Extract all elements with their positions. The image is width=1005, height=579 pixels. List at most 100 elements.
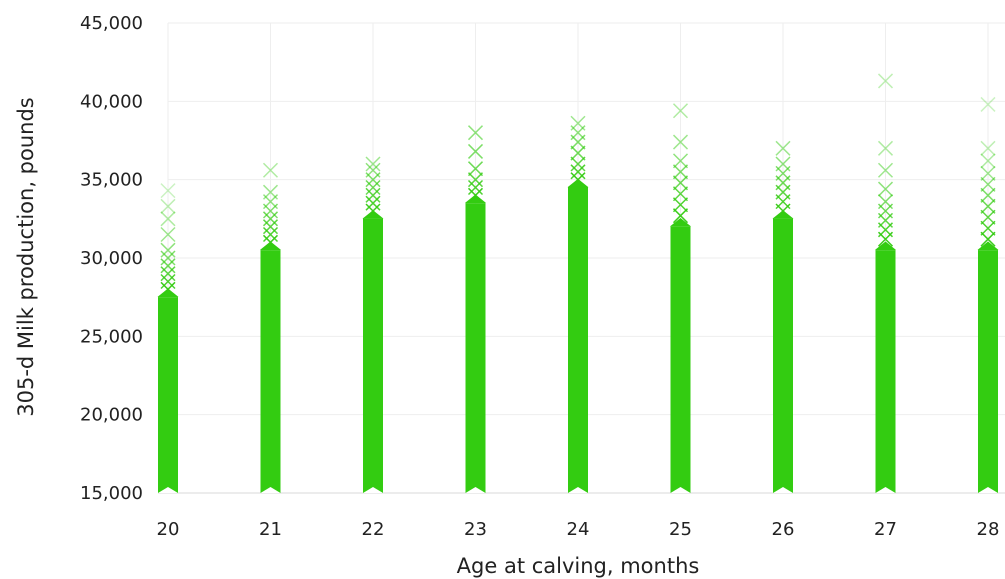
data-point — [877, 140, 894, 156]
data-point — [467, 161, 484, 177]
data-point — [775, 140, 791, 156]
data-point — [672, 186, 689, 202]
data-band — [568, 187, 588, 493]
data-point — [467, 179, 484, 196]
data-band-cap — [875, 241, 896, 251]
data-point — [877, 181, 894, 197]
x-tick-label: 22 — [362, 519, 385, 540]
data-point — [672, 103, 689, 119]
data-point — [570, 172, 586, 188]
x-tick-label: 20 — [157, 519, 180, 540]
x-tick-label: 23 — [464, 519, 487, 540]
data-point — [262, 234, 279, 250]
data-point — [160, 273, 176, 290]
data-point — [160, 198, 176, 214]
data-point — [877, 162, 894, 178]
x-tick-label: 27 — [874, 519, 897, 540]
y-axis-ticks: 15,000 20,000 25,000 30,000 35,000 40,000 45,0… — [80, 13, 143, 504]
data-point — [570, 115, 586, 131]
data-band-cap — [670, 218, 691, 228]
data-point — [262, 211, 279, 227]
data-point — [672, 175, 689, 191]
data-point — [672, 197, 689, 213]
data-band-notch — [465, 487, 486, 493]
data-point — [672, 208, 689, 224]
data-band-notch — [568, 487, 588, 493]
data-band — [670, 226, 691, 493]
data-band-notch — [978, 487, 998, 493]
data-point — [160, 258, 176, 274]
y-tick-label: 20,000 — [80, 405, 143, 426]
x-tick-label: 26 — [772, 519, 795, 540]
data-point — [160, 250, 176, 266]
data-point — [160, 266, 176, 282]
data-band — [875, 250, 896, 493]
data-band-notch — [260, 487, 281, 493]
data-point — [160, 281, 176, 297]
data-point — [365, 195, 381, 211]
y-tick-label: 35,000 — [80, 170, 143, 191]
data-band-notch — [773, 487, 793, 493]
data-point — [980, 176, 996, 192]
data-point — [775, 156, 791, 172]
data-point — [570, 156, 586, 172]
data-point — [467, 125, 484, 141]
data-band — [260, 250, 281, 493]
data-point — [980, 140, 996, 156]
data-band-notch — [670, 487, 691, 493]
data-point — [262, 162, 279, 178]
data-point — [980, 165, 996, 181]
data-point — [672, 164, 689, 180]
y-axis-title: 305-d Milk production, pounds — [14, 97, 38, 416]
data-point — [980, 220, 996, 236]
data-point — [672, 153, 689, 169]
data-point — [160, 242, 176, 258]
data-band-notch — [363, 487, 383, 493]
data-point — [262, 226, 279, 243]
data-point — [672, 134, 689, 150]
data-point — [980, 187, 996, 203]
x-tick-label: 21 — [259, 519, 282, 540]
data-point — [980, 153, 996, 169]
x-tick-label: 28 — [977, 519, 1000, 540]
data-point — [365, 187, 381, 203]
y-tick-label: 30,000 — [80, 248, 143, 269]
data-point — [467, 143, 484, 159]
data-point — [365, 162, 381, 178]
data-band-notch — [158, 487, 178, 493]
data-point — [160, 211, 176, 227]
data-point — [262, 194, 279, 210]
y-tick-label: 45,000 — [80, 13, 143, 34]
data-band — [158, 297, 178, 493]
x-tick-label: 24 — [567, 519, 590, 540]
data-point — [467, 187, 484, 203]
data-point — [570, 164, 586, 180]
data-points — [157, 73, 999, 494]
y-tick-label: 40,000 — [80, 91, 143, 112]
x-axis-ticks: 20 21 22 23 24 25 26 27 28 — [157, 519, 1000, 540]
data-point — [365, 156, 381, 172]
data-point — [980, 198, 996, 214]
data-point — [570, 125, 586, 141]
y-tick-label: 25,000 — [80, 326, 143, 347]
data-point — [262, 184, 279, 200]
data-band-notch — [875, 487, 896, 493]
data-band — [978, 250, 998, 493]
data-point — [877, 73, 894, 89]
x-axis-title: Age at calving, months — [457, 554, 700, 578]
data-point — [467, 172, 484, 188]
data-band-cap — [977, 241, 999, 251]
data-point — [160, 226, 176, 243]
data-point — [980, 209, 996, 225]
data-band — [363, 218, 383, 494]
data-band — [465, 203, 486, 493]
data-point — [877, 194, 894, 210]
data-point — [262, 219, 279, 235]
data-point — [980, 96, 996, 112]
y-tick-label: 15,000 — [80, 483, 143, 504]
data-point — [980, 231, 996, 247]
data-point — [160, 183, 176, 199]
data-point — [365, 179, 381, 196]
x-tick-label: 25 — [669, 519, 692, 540]
